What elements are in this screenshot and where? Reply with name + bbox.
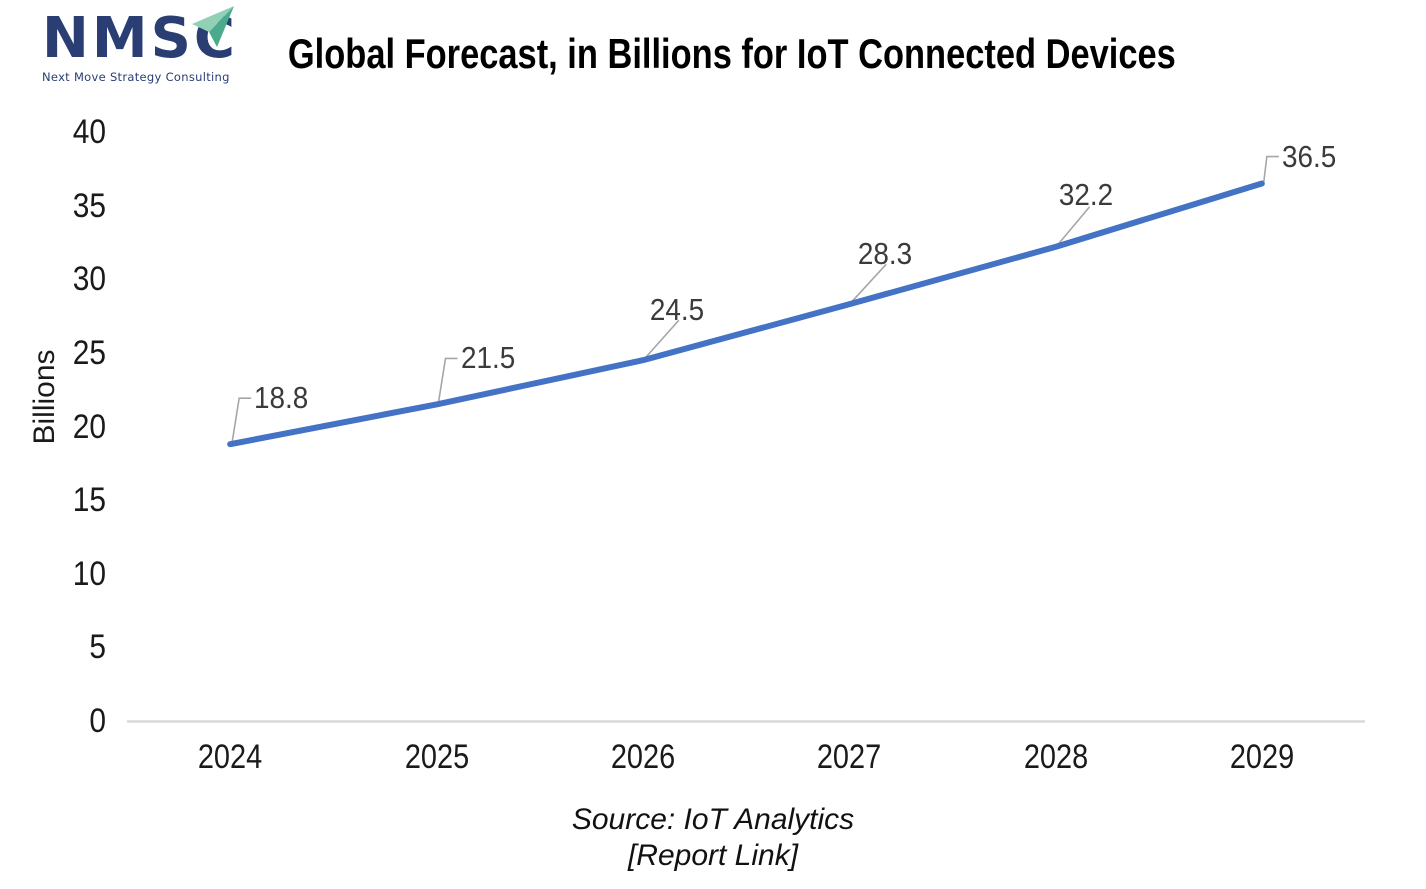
x-tick-label: 2026 bbox=[610, 738, 675, 776]
nmsc-logo: NMSC Next Move Strategy Consulting bbox=[42, 6, 262, 84]
y-tick-label: 10 bbox=[72, 554, 106, 593]
data-point-label: 21.5 bbox=[460, 340, 515, 376]
logo-tagline: Next Move Strategy Consulting bbox=[42, 70, 230, 84]
source-text: Source: IoT Analytics bbox=[571, 803, 855, 836]
x-tick-label: 2027 bbox=[817, 738, 882, 776]
y-tick-label: 40 bbox=[72, 113, 106, 151]
y-tick-label: 35 bbox=[72, 186, 106, 225]
report-link[interactable]: [Report Link] bbox=[627, 839, 799, 872]
y-tick-label: 20 bbox=[72, 407, 106, 446]
leader-line bbox=[1057, 206, 1091, 245]
y-tick-label: 0 bbox=[89, 702, 106, 740]
logo-acronym: NMSC bbox=[42, 6, 239, 71]
leader-line bbox=[1263, 155, 1279, 182]
leader-line bbox=[645, 319, 680, 358]
y-tick-label: 5 bbox=[89, 628, 106, 667]
y-tick-label: 30 bbox=[72, 260, 106, 299]
x-tick-label: 2024 bbox=[198, 738, 263, 776]
data-point-label: 36.5 bbox=[1281, 138, 1337, 174]
leader-line bbox=[437, 357, 458, 403]
y-tick-label: 15 bbox=[72, 481, 106, 520]
data-point-label: 18.8 bbox=[254, 380, 309, 416]
chart-title: Global Forecast, in Billions for IoT Con… bbox=[287, 30, 1176, 77]
leader-line bbox=[231, 397, 252, 443]
y-tick-label: 25 bbox=[72, 333, 106, 372]
data-point-label: 28.3 bbox=[858, 236, 913, 272]
x-tick-label: 2028 bbox=[1023, 738, 1088, 776]
x-tick-label: 2025 bbox=[404, 738, 469, 776]
data-point-label: 24.5 bbox=[649, 292, 704, 328]
source-block: Source: IoT Analytics [Report Link] bbox=[0, 802, 1426, 874]
leader-line bbox=[851, 263, 887, 302]
series-line bbox=[227, 180, 1265, 448]
x-tick-label: 2029 bbox=[1229, 738, 1294, 776]
logo-paper-plane-icon bbox=[192, 6, 234, 47]
data-point-label: 32.2 bbox=[1058, 176, 1113, 212]
